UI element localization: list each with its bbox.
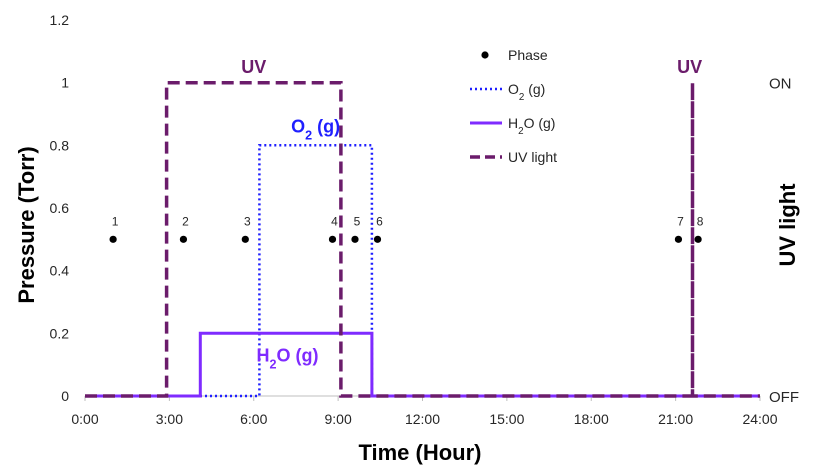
annotation-label: UV [677, 57, 702, 77]
phase-point [351, 235, 359, 243]
y-tick-label: 1 [61, 75, 69, 91]
series-line-o-g [85, 144, 760, 398]
phase-point [241, 235, 249, 243]
legend-label: H2O (g) [508, 115, 555, 137]
x-tick-label: 3:00 [156, 411, 183, 427]
legend-label: UV light [508, 149, 557, 165]
y-tick-label: 0.6 [50, 200, 70, 216]
phase-point [674, 235, 683, 243]
annotation-label: H2O (g) [256, 345, 318, 371]
y-tick-label: 0.8 [50, 137, 70, 153]
y2-axis-title: UV light [775, 183, 800, 267]
y-tick-label: 0 [61, 388, 69, 404]
annotation-layer: UV O2 (g) H2O (g) UV [241, 57, 702, 371]
series-line-h-o-g [85, 331, 760, 398]
series-line-uv-light [85, 80, 760, 398]
legend-label: Phase [508, 47, 548, 63]
x-tick-label: 21:00 [658, 411, 693, 427]
x-tick-label: 6:00 [240, 411, 267, 427]
series-layer [85, 80, 760, 398]
phase-point-label: 8 [697, 214, 704, 228]
x-tick-label: 15:00 [489, 411, 524, 427]
phase-point-label: 6 [376, 214, 383, 228]
axes: 0:00 3:00 6:00 9:00 12:00 15:00 18:00 21:00 24:0… [50, 12, 799, 427]
phase-point-label: 2 [182, 214, 189, 228]
y-tick-label: 0.2 [50, 325, 70, 341]
annotation-label: UV [241, 57, 266, 77]
legend-swatch [481, 51, 489, 59]
legend-label: O2 (g) [508, 81, 545, 103]
x-tick-label: 0:00 [71, 411, 98, 427]
x-tick-label: 18:00 [574, 411, 609, 427]
phase-point [109, 235, 117, 243]
y2-tick-label: ON [769, 76, 792, 93]
y-tick-label: 0.4 [50, 263, 70, 279]
phase-point-label: 3 [244, 214, 251, 228]
x-tick-label: 9:00 [325, 411, 352, 427]
phase-point [179, 235, 188, 243]
y-axis-title: Pressure (Torr) [14, 146, 39, 303]
x-axis-title: Time (Hour) [358, 440, 481, 465]
y-tick-label: 1.2 [50, 12, 70, 28]
phase-point-label: 7 [677, 214, 684, 228]
annotation-label: O2 (g) [291, 117, 340, 143]
phase-point [328, 235, 337, 243]
phase-point-label: 4 [331, 214, 338, 228]
phase-point [373, 235, 382, 243]
legend: Phase O2 (g) H2O (g) UV light [470, 47, 557, 165]
phase-point-label: 1 [112, 214, 119, 228]
x-tick-label: 24:00 [742, 411, 777, 427]
x-tick-label: 12:00 [405, 411, 440, 427]
phase-point [694, 235, 702, 243]
phase-point-label: 5 [354, 214, 361, 228]
y2-tick-label: OFF [769, 389, 799, 406]
